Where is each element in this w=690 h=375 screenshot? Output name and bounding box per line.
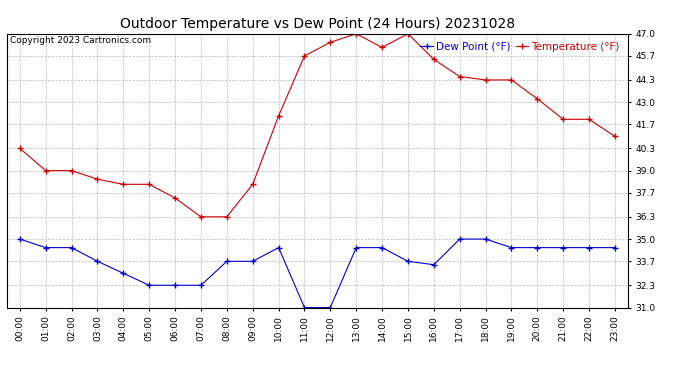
Text: Copyright 2023 Cartronics.com: Copyright 2023 Cartronics.com [10,36,151,45]
Legend: Dew Point (°F), Temperature (°F): Dew Point (°F), Temperature (°F) [416,38,624,56]
Title: Outdoor Temperature vs Dew Point (24 Hours) 20231028: Outdoor Temperature vs Dew Point (24 Hou… [120,17,515,31]
